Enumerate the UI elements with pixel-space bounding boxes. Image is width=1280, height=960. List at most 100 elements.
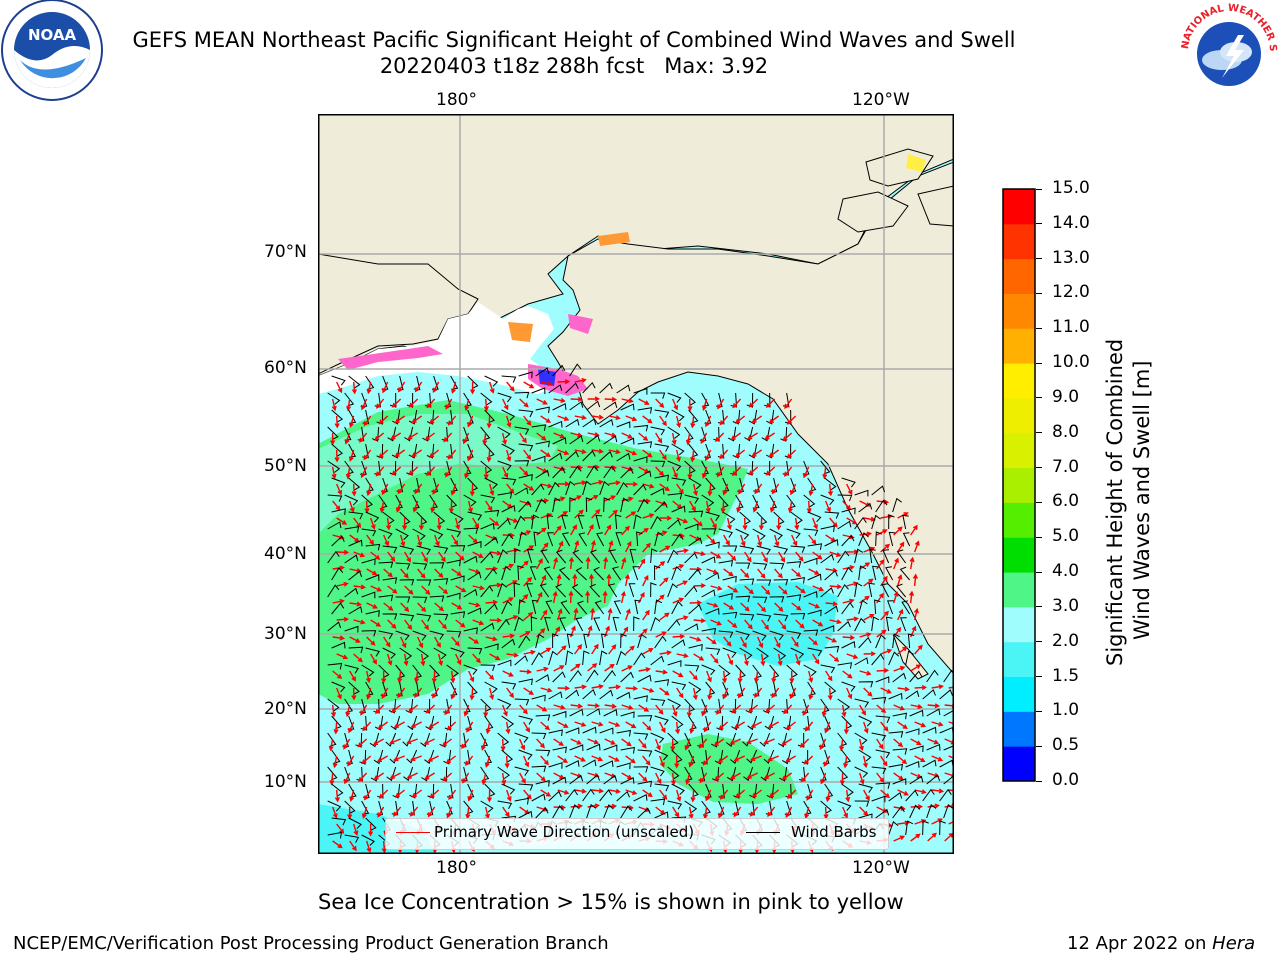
graticule [318,114,954,854]
wave-direction-arrow [421,619,429,631]
wind-barb [586,669,599,683]
wind-barb [552,746,567,754]
wave-direction-arrow [693,551,706,557]
wave-direction-arrow [859,670,872,676]
wave-direction-arrow [407,432,419,440]
wave-direction-arrow [731,704,742,714]
wave-direction-arrow [655,398,665,408]
wave-direction-arrow [655,669,668,675]
wind-barb [718,630,734,638]
wave-direction-arrow [638,628,648,638]
wind-barb [892,497,902,513]
wave-direction-arrow [829,517,838,528]
wind-barb [841,641,856,649]
wind-barb [731,715,741,731]
wind-barb [684,460,696,474]
wind-barb [416,579,432,586]
wave-direction-arrow [771,670,777,684]
wind-barb [514,616,524,632]
wave-direction-arrow [822,466,828,480]
wind-barb [654,409,670,418]
wave-direction-arrow [744,551,752,563]
wave-direction-arrow [553,665,565,672]
wave-direction-arrow [330,432,336,446]
wind-barb [548,420,563,428]
wave-direction-arrow [642,721,652,731]
wave-direction-arrow [540,609,548,621]
wave-direction-arrow [357,738,368,748]
wind-barb [871,485,886,496]
wind-barb [807,511,822,523]
wave-direction-arrow [774,636,781,649]
wind-barb [637,674,652,683]
wind-barb [752,596,768,604]
wind-barb [650,766,665,777]
wave-direction-arrow [345,466,351,480]
wave-direction-arrow [892,557,899,570]
colorbar-tick-mark [1036,676,1042,678]
wave-direction-arrow [842,806,848,819]
wave-direction-arrow [606,573,612,587]
wave-direction-arrow [383,534,390,547]
wind-barb [875,499,888,513]
wind-barb [633,652,646,666]
wind-barb [423,698,431,714]
wind-barb [535,498,547,513]
wave-direction-arrow [345,704,351,718]
wind-barb [531,694,546,702]
wind-barb [565,760,580,768]
wind-barb [594,600,605,615]
wave-direction-arrow [523,721,530,733]
wind-barb [425,715,435,731]
wind-barb [484,443,495,458]
wave-direction-arrow [472,653,481,664]
colorbar-segment [1003,606,1035,643]
wind-barb [854,548,864,564]
wave-direction-arrow [366,568,378,576]
wind-barb [565,382,579,394]
wind-barb [620,805,633,819]
wave-direction-arrow [348,500,355,513]
wind-barb [732,409,741,425]
wave-direction-arrow [768,449,780,458]
wave-direction-arrow [910,833,921,842]
wave-direction-arrow [897,646,908,655]
wind-barb [820,460,831,475]
wind-barb [429,664,441,679]
wind-barb [575,617,584,632]
wind-barb [654,501,668,513]
wind-barb [497,426,511,439]
wave-direction-arrow [504,755,510,769]
wind-barb [497,460,512,471]
wind-barb [599,760,614,768]
wind-barb [440,766,448,782]
wind-barb [667,549,679,564]
wind-barb [926,669,939,683]
wind-barb [837,520,852,530]
wave-direction-arrow [484,806,490,820]
wind-barb [561,532,571,547]
wind-barb [426,409,435,425]
wave-direction-arrow [587,663,598,672]
colorbar-segment [1003,641,1035,678]
wind-barb [688,443,699,458]
wave-direction-arrow [412,500,419,513]
wind-barb [348,817,362,829]
wave-direction-arrow [468,670,475,683]
wind-barb [926,743,941,751]
wind-barb [531,483,545,496]
wave-direction-arrow [723,636,732,647]
wind-barb [548,790,562,802]
wind-barb [582,726,597,734]
wind-barb [671,681,687,691]
wave-direction-arrow [417,568,426,579]
wave-direction-arrow [427,806,436,818]
wave-direction-arrow [434,636,441,648]
wind-barb [871,653,885,666]
wind-barb [412,630,427,641]
wind-barb [780,426,788,442]
wind-barb [603,744,618,752]
wind-barb [854,732,868,745]
wave-direction-arrow [451,636,460,647]
colorbar-tick-mark [1036,188,1042,190]
